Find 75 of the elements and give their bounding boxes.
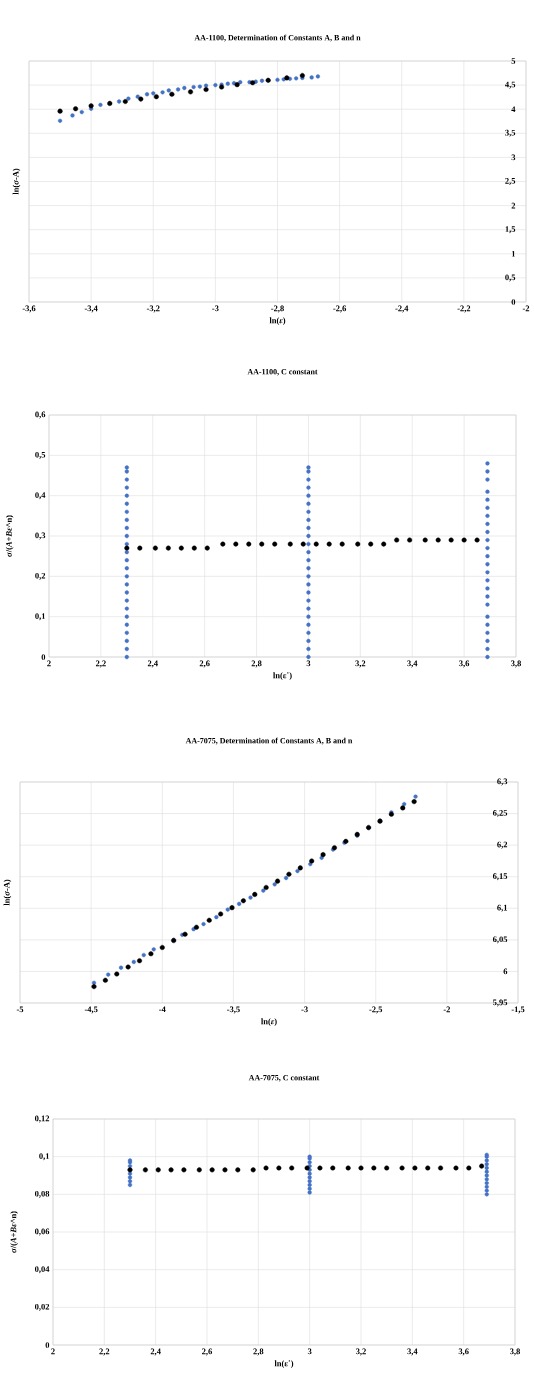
y-tick-label: 3: [511, 154, 516, 161]
x-tick-label: -2,5: [369, 1006, 383, 1014]
y-tick-label: 6,05: [492, 936, 508, 944]
x-tick-label: -2,4: [395, 305, 409, 313]
x-axis-title: ln(ε˙): [273, 672, 292, 680]
x-tick-label: 3,2: [355, 660, 366, 668]
x-tick-label: 3,8: [511, 660, 522, 668]
x-tick-label: -2: [522, 305, 530, 312]
y-tick-label: 0,3: [35, 532, 46, 540]
y-axis-title: ln(σ-A): [12, 168, 21, 195]
y-tick-label: 5,95: [493, 999, 508, 1007]
y-axis-title: ln(σ-A): [3, 879, 12, 906]
x-tick-label: -4,5: [84, 1006, 98, 1014]
x-tick-label: 2,8: [251, 660, 262, 668]
x-tick-label: -1,5: [511, 1006, 525, 1014]
x-tick-label: -3: [301, 1006, 308, 1013]
x-axis-title: ln(ε): [269, 317, 286, 325]
x-tick-label: 3,4: [407, 660, 418, 668]
y-tick-label: 1,5: [505, 226, 516, 234]
x-tick-label: 2,6: [199, 660, 210, 668]
y-tick-label: 6,2: [497, 841, 508, 849]
x-tick-label: -3: [212, 305, 219, 312]
x-tick-label: 3,6: [459, 660, 470, 668]
x-tick-label: -3,4: [84, 305, 98, 313]
y-tick-label: 2,5: [505, 178, 516, 185]
x-tick-label: 2,4: [147, 660, 158, 668]
x-tick-label: 2,2: [95, 660, 106, 668]
y-tick-label: 6,25: [492, 810, 508, 818]
x-tick-label: 3,8: [510, 1348, 521, 1356]
x-tick-label: -2,8: [271, 305, 284, 313]
x-tick-label: -3,2: [146, 305, 160, 313]
y-tick-label: 0,1: [39, 1153, 50, 1161]
x-tick-label: 2: [51, 1348, 55, 1355]
x-tick-label: -2,6: [333, 305, 347, 313]
y-tick-label: 0: [511, 299, 516, 305]
x-tick-label: -4: [159, 1006, 166, 1013]
x-tick-label: 3: [307, 1348, 312, 1355]
y-tick-label: 0,1: [35, 613, 46, 621]
y-tick-label: 0,2: [35, 572, 46, 580]
y-tick-label: 3,5: [505, 129, 516, 137]
y-tick-label: 0,02: [34, 1303, 50, 1311]
x-tick-label: 2,6: [202, 1348, 213, 1356]
x-tick-label: -2,2: [457, 305, 471, 313]
y-tick-label: 0,4: [35, 492, 46, 500]
y-tick-label: 5: [511, 58, 516, 64]
y-tick-label: 4: [511, 106, 516, 112]
y-tick-label: 0,5: [505, 274, 516, 282]
x-tick-label: 2,2: [99, 1348, 110, 1356]
x-axis-title: ln(ε): [261, 1018, 277, 1026]
x-tick-label: 2,8: [253, 1348, 264, 1356]
y-tick-label: 0,5: [35, 451, 46, 459]
y-tick-label: 1: [511, 251, 516, 257]
y-tick-label: 6,1: [497, 904, 508, 912]
y-tick-label: 0,08: [34, 1190, 50, 1198]
x-tick-label: 3,4: [407, 1348, 418, 1356]
y-tick-label: 0,06: [34, 1228, 50, 1236]
x-tick-label: 2,4: [150, 1348, 161, 1356]
y-tick-label: 0: [45, 1342, 50, 1348]
x-tick-label: -5: [16, 1006, 24, 1013]
y-tick-label: 0,04: [34, 1266, 50, 1274]
y-tick-label: 0,6: [35, 411, 46, 419]
y-tick-label: 2: [511, 202, 516, 209]
x-tick-label: 3,2: [356, 1348, 366, 1356]
x-tick-label: -2: [443, 1006, 451, 1013]
y-tick-label: 6,15: [492, 873, 508, 881]
x-tick-label: -3,5: [227, 1006, 240, 1014]
x-tick-label: 3: [306, 660, 311, 667]
y-tick-label: 0: [41, 654, 46, 660]
y-tick-label: 4,5: [505, 81, 516, 89]
x-axis-title: ln(ε˙): [274, 1360, 294, 1368]
y-tick-label: 6,3: [497, 778, 508, 786]
x-tick-label: 3,6: [458, 1348, 469, 1356]
y-tick-label: 6: [503, 968, 508, 975]
y-tick-label: 0,12: [34, 1115, 50, 1123]
x-tick-label: -3,6: [22, 305, 36, 313]
